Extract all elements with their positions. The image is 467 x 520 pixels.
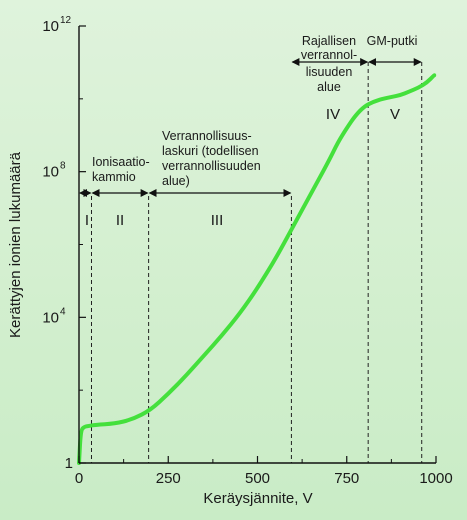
region-arrows (79, 58, 422, 197)
region-description: Ionisaatio- (92, 155, 150, 169)
region-description: lisuuden (306, 65, 353, 79)
axes (78, 26, 436, 464)
region-label-IV: IV (326, 106, 340, 123)
region-boundaries (90, 62, 423, 463)
region-description: alue (317, 80, 341, 94)
x-tick-label: 0 (75, 470, 83, 487)
y-axis-title: Kerättyjen ionien lukumäärä (7, 151, 24, 338)
x-tick-label: 750 (334, 470, 359, 487)
region-description: GM-putki (367, 34, 418, 48)
region-label-II: II (116, 212, 124, 229)
y-tick-label: 1 (65, 455, 73, 472)
region-description: verrannol- (301, 48, 357, 62)
y-tick-label: 10 (42, 164, 59, 181)
x-tick-label: 500 (245, 470, 270, 487)
region-label-I: I (85, 212, 89, 229)
y-tick-label: 10 (42, 18, 59, 35)
region-description: kammio (92, 170, 136, 184)
region-label-V: V (390, 106, 400, 123)
y-tick-exponent: 4 (60, 306, 66, 317)
region-label-III: III (211, 212, 224, 229)
region-description: Rajallisen (302, 34, 356, 48)
x-tick-label: 1000 (419, 470, 452, 487)
region-description: alue) (162, 174, 190, 188)
series-line (77, 73, 437, 465)
region-labels: I IIIonisaatio-kammioIIIVerrannollisuus-l… (85, 34, 417, 229)
y-tick-label: 10 (42, 309, 59, 326)
y-tick-exponent: 8 (60, 161, 66, 172)
region-description: Verrannollisuus- (162, 129, 252, 143)
x-tick-label: 250 (156, 470, 181, 487)
series-layer (77, 73, 437, 465)
region-description: laskuri (todellisen (162, 144, 259, 158)
x-axis-title: Keräysjännite, V (203, 490, 312, 507)
y-tick-exponent: 12 (60, 15, 72, 26)
region-description: verrannollisuuden (162, 159, 261, 173)
